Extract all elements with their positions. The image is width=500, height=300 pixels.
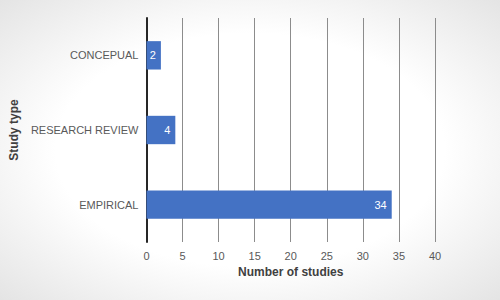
svg-text:5: 5	[179, 250, 185, 262]
svg-text:CONCEPUAL: CONCEPUAL	[70, 49, 138, 61]
svg-text:EMPIRICAL: EMPIRICAL	[79, 199, 138, 211]
svg-text:40: 40	[429, 250, 441, 262]
svg-text:15: 15	[249, 250, 261, 262]
svg-text:10: 10	[212, 250, 224, 262]
svg-text:0: 0	[143, 250, 149, 262]
svg-text:35: 35	[393, 250, 405, 262]
svg-text:2: 2	[150, 49, 156, 61]
svg-text:Number of studies: Number of studies	[238, 265, 344, 279]
svg-text:20: 20	[285, 250, 297, 262]
svg-text:Study type: Study type	[7, 99, 21, 161]
svg-text:4: 4	[164, 124, 170, 136]
svg-text:25: 25	[321, 250, 333, 262]
svg-text:30: 30	[357, 250, 369, 262]
svg-text:RESEARCH REVIEW: RESEARCH REVIEW	[31, 124, 139, 136]
svg-text:34: 34	[374, 199, 386, 211]
